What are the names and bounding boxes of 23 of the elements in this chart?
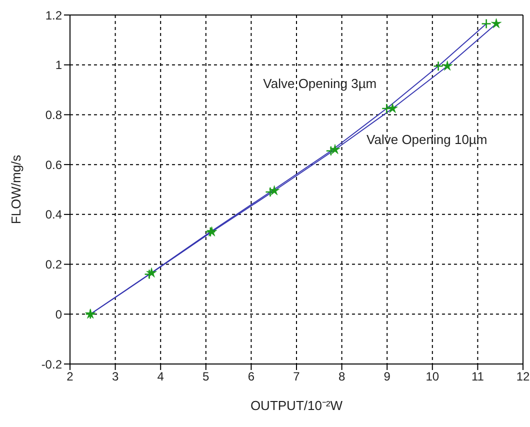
x-tick-label: 3 [112,370,119,384]
x-tick-label: 9 [384,370,391,384]
y-tick-label: 0 [55,307,62,322]
x-tick-label: 2 [66,370,74,384]
x-tick-label: 8 [338,370,346,384]
x-tick-label: 10 [426,370,440,384]
x-tick-label: 7 [293,370,300,384]
y-tick-label: 0.8 [45,108,62,122]
y-tick-label: 1.2 [45,8,62,22]
series-label: Valve Opening 10µm [366,132,488,147]
x-tick-label: 12 [516,370,530,384]
series-label: Valve Opening 3µm [263,76,377,91]
x-tick-label: 6 [248,370,255,384]
y-tick-label: -0.2 [41,357,62,372]
y-tick-label: 0.2 [45,258,62,272]
x-axis-title: OUTPUT/10⁻²W [250,398,344,413]
x-tick-label: 11 [471,370,484,384]
x-tick-label: 4 [157,370,164,384]
y-tick-label: 0.6 [45,158,62,172]
x-tick-label: 5 [202,370,210,384]
y-tick-label: 1 [55,58,62,72]
y-axis-title: FLOW/mg/s [8,154,24,224]
y-tick-label: 0.4 [45,208,62,222]
